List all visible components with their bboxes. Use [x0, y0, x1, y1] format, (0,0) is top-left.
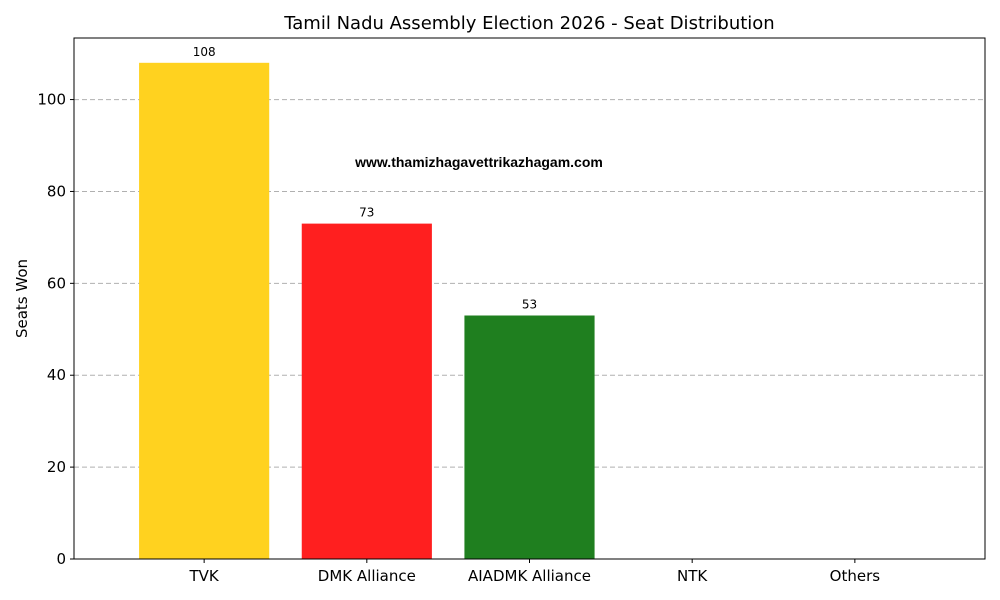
x-tick-label: NTK — [677, 567, 708, 585]
x-tick-label: Others — [830, 567, 881, 585]
y-tick-label: 100 — [37, 91, 66, 109]
y-tick-label: 60 — [47, 274, 66, 292]
x-tick-label: AIADMK Alliance — [468, 567, 591, 585]
y-tick-label: 20 — [47, 458, 66, 476]
bar-aiadmk-alliance — [464, 315, 595, 559]
y-tick-label: 80 — [47, 182, 66, 200]
y-axis-ticks: 0 20 40 60 80 100 — [37, 91, 74, 568]
data-label: 53 — [522, 297, 537, 311]
x-tick-label: TVK — [189, 567, 220, 585]
y-tick-label: 0 — [56, 550, 66, 568]
x-tick-label: DMK Alliance — [318, 567, 416, 585]
watermark-text: www.thamizhagavettrikazhagam.com — [354, 154, 603, 170]
data-label: 108 — [193, 45, 216, 59]
data-label: 73 — [359, 206, 374, 220]
bar-tvk — [139, 62, 270, 560]
bars — [139, 62, 595, 560]
bar-dmk-alliance — [301, 223, 432, 559]
chart-title: Tamil Nadu Assembly Election 2026 - Seat… — [283, 13, 774, 34]
y-axis-label: Seats Won — [13, 259, 31, 338]
y-tick-label: 40 — [47, 366, 66, 384]
x-axis-ticks: TVK DMK Alliance AIADMK Alliance NTK Others — [189, 559, 881, 585]
data-labels: 108 73 53 — [193, 45, 537, 312]
